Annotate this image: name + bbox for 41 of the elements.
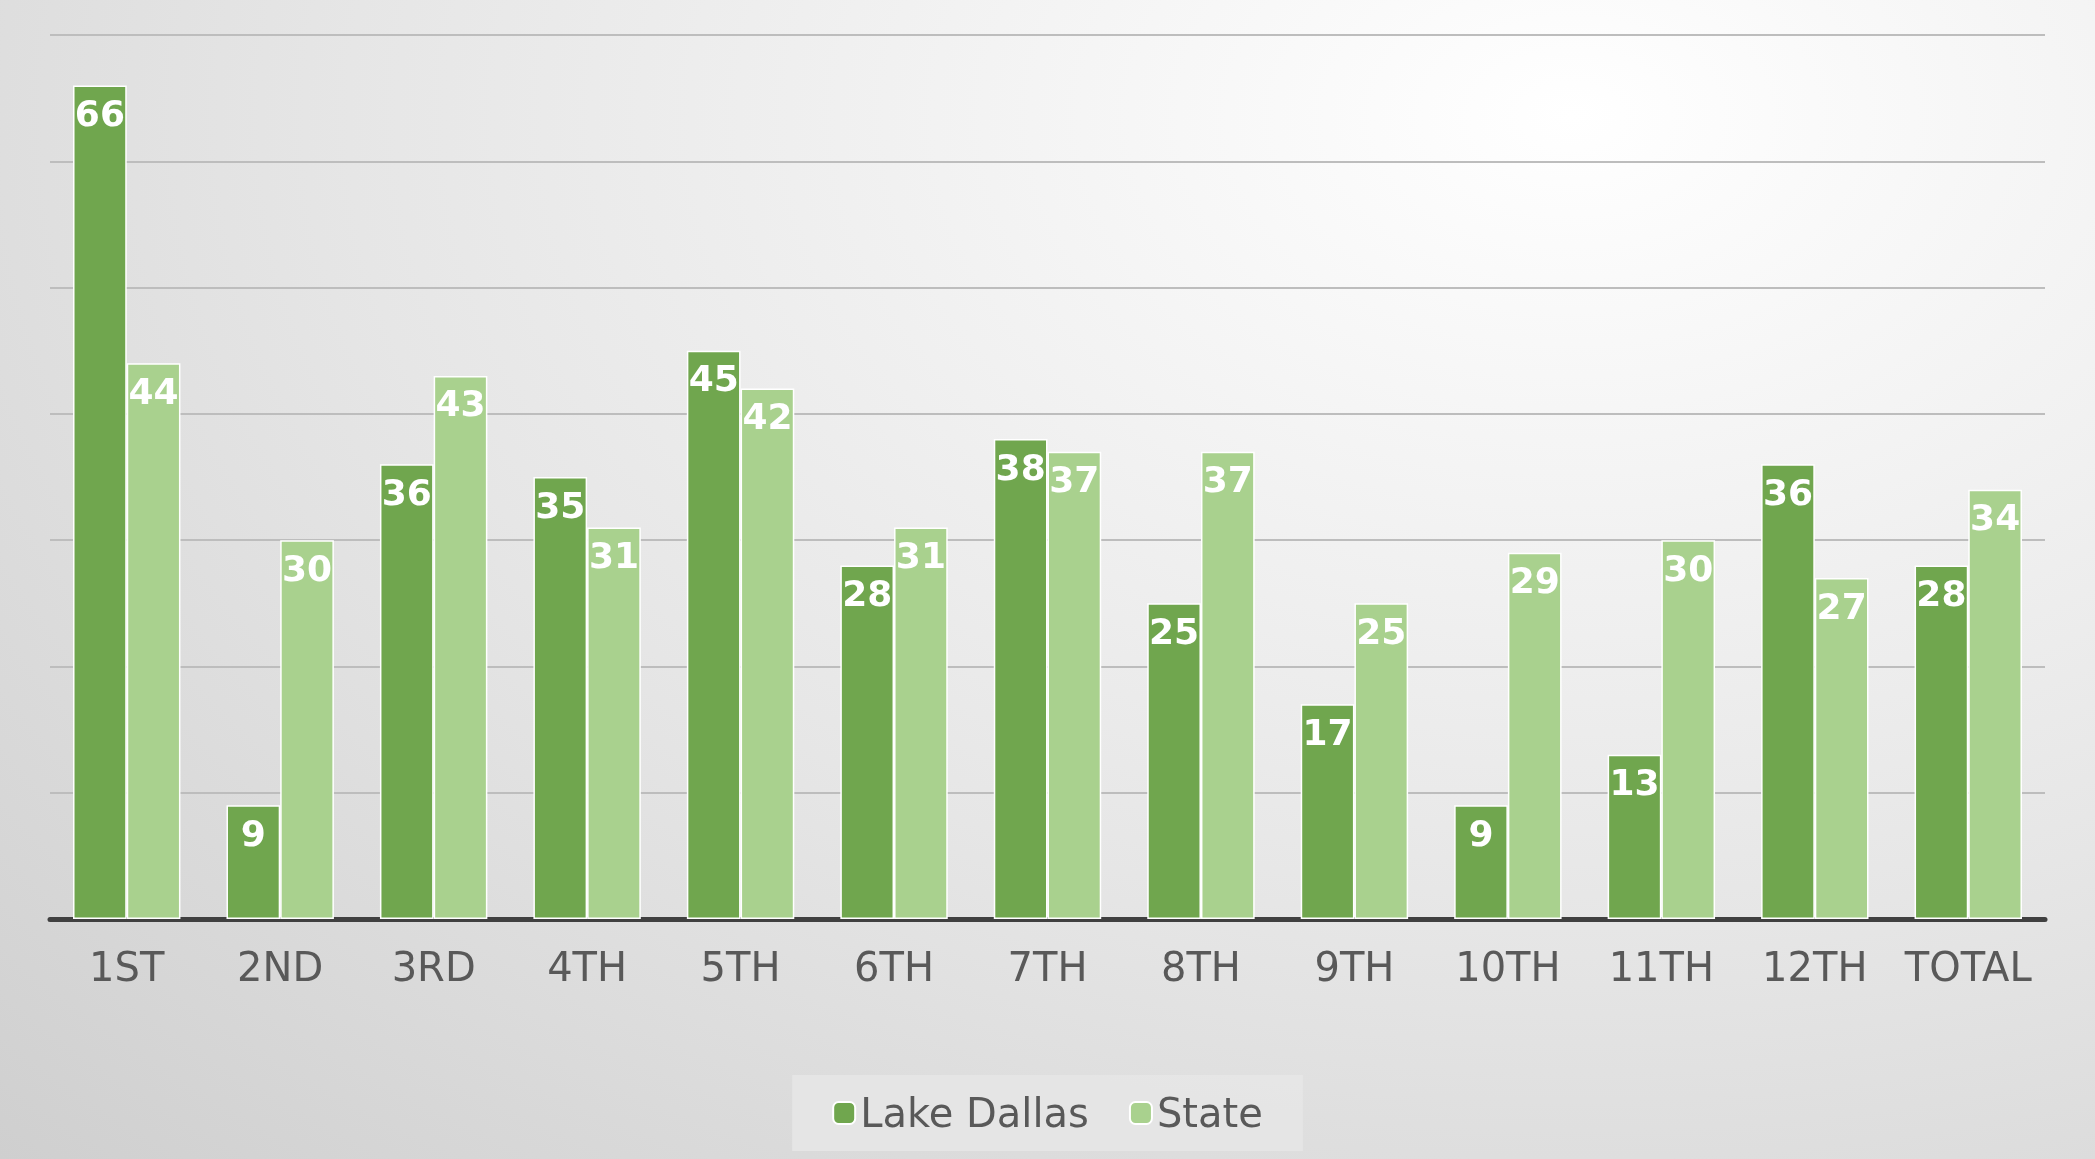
data-label: 31	[895, 535, 946, 577]
x-tick-label: 2ND	[237, 944, 324, 990]
data-label: 36	[381, 471, 432, 513]
x-tick-label: 11TH	[1608, 944, 1715, 990]
data-label: 25	[1149, 610, 1200, 652]
x-tick-label: 8TH	[1160, 944, 1241, 990]
data-label: 44	[128, 370, 179, 412]
x-tick-label: 9TH	[1314, 944, 1395, 990]
data-label: 17	[1302, 711, 1353, 753]
x-tick-label: 7TH	[1007, 944, 1088, 990]
legend-label: Lake Dallas	[860, 1090, 1089, 1136]
data-label: 27	[1816, 585, 1867, 627]
data-label: 35	[535, 484, 586, 526]
x-tick-label: TOTAL	[1903, 944, 2033, 990]
x-tick-label: 3RD	[391, 944, 476, 990]
x-tick-label: 12TH	[1762, 944, 1868, 990]
data-label: 34	[1970, 497, 2021, 539]
data-label: 38	[995, 446, 1046, 488]
data-label: 9	[1468, 812, 1494, 854]
data-label: 37	[1202, 459, 1253, 501]
x-tick-label: 1ST	[89, 944, 165, 990]
data-label: 45	[688, 358, 739, 400]
x-tick-label: 4TH	[547, 944, 628, 990]
data-label: 25	[1356, 610, 1407, 652]
data-label: 31	[588, 535, 640, 577]
data-label: 43	[435, 383, 486, 425]
data-label: 28	[842, 572, 893, 614]
data-label: 30	[1663, 547, 1714, 589]
data-label: 29	[1509, 560, 1560, 602]
x-tick-label: 6TH	[854, 944, 935, 990]
data-label: 30	[281, 547, 333, 589]
data-label: 28	[1916, 572, 1967, 614]
data-label: 66	[74, 93, 125, 135]
x-tick-label: 5TH	[700, 944, 781, 990]
data-label: 37	[1049, 459, 1100, 501]
x-tick-label: 10TH	[1455, 944, 1561, 990]
data-label: 36	[1762, 471, 1814, 513]
data-label: 13	[1609, 762, 1660, 804]
legend-label: State	[1156, 1090, 1263, 1136]
data-label: 42	[742, 396, 793, 438]
data-label: 9	[240, 812, 266, 854]
